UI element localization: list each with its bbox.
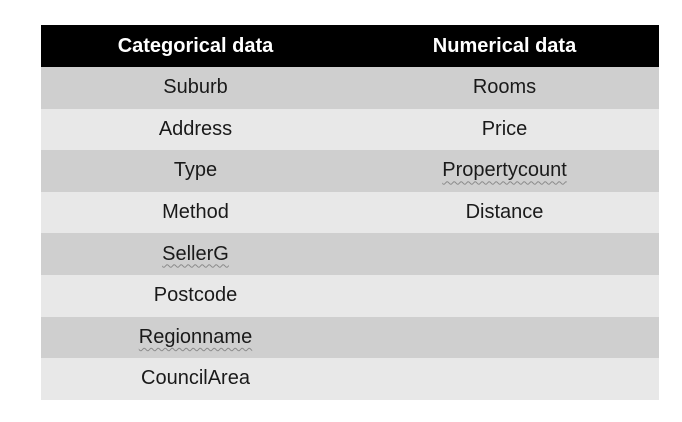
cell-text: Rooms — [472, 76, 537, 99]
cell-text: Distance — [465, 201, 544, 224]
cell-categorical: CouncilArea — [41, 358, 350, 400]
cell-text: Propertycount — [442, 159, 567, 182]
table-row: Type Propertycount — [41, 150, 659, 192]
cell-text: Regionname — [138, 325, 253, 348]
table-row: Method Distance — [41, 191, 659, 234]
table-row: Regionname — [41, 316, 659, 359]
cell-categorical: SellerG — [41, 233, 350, 275]
table-row: Address Price — [41, 108, 659, 151]
cell-categorical: Address — [41, 108, 350, 151]
cell-numerical — [350, 274, 659, 317]
cell-numerical: Rooms — [350, 67, 659, 109]
cell-numerical: Propertycount — [350, 150, 659, 192]
header-categorical: Categorical data — [41, 25, 350, 67]
cell-numerical: Price — [350, 108, 659, 151]
cell-text: Postcode — [153, 284, 238, 307]
cell-numerical — [350, 316, 659, 359]
cell-text: CouncilArea — [141, 367, 250, 390]
cell-text: Price — [481, 117, 528, 140]
cell-categorical: Regionname — [41, 316, 350, 359]
cell-text: Method — [162, 201, 229, 224]
cell-categorical: Postcode — [41, 274, 350, 317]
table-header: Categorical data Numerical data — [41, 25, 659, 67]
data-types-table: Categorical data Numerical data Suburb R… — [41, 25, 659, 400]
table-row: Suburb Rooms — [41, 67, 659, 109]
table-row: Postcode — [41, 274, 659, 317]
table-row: CouncilArea — [41, 358, 659, 400]
cell-text: Address — [158, 117, 233, 140]
data-types-table-container: Categorical data Numerical data Suburb R… — [41, 25, 659, 400]
header-numerical: Numerical data — [350, 25, 659, 67]
cell-numerical: Distance — [350, 191, 659, 234]
cell-categorical: Suburb — [41, 67, 350, 109]
cell-numerical — [350, 233, 659, 275]
table-row: SellerG — [41, 233, 659, 275]
cell-numerical — [350, 358, 659, 400]
header-row: Categorical data Numerical data — [41, 25, 659, 67]
cell-text: Type — [173, 159, 218, 182]
table-body: Suburb Rooms Address Price Type Property… — [41, 67, 659, 400]
cell-text: Suburb — [163, 76, 228, 99]
cell-categorical: Method — [41, 191, 350, 234]
cell-categorical: Type — [41, 150, 350, 192]
cell-text: SellerG — [162, 242, 229, 265]
